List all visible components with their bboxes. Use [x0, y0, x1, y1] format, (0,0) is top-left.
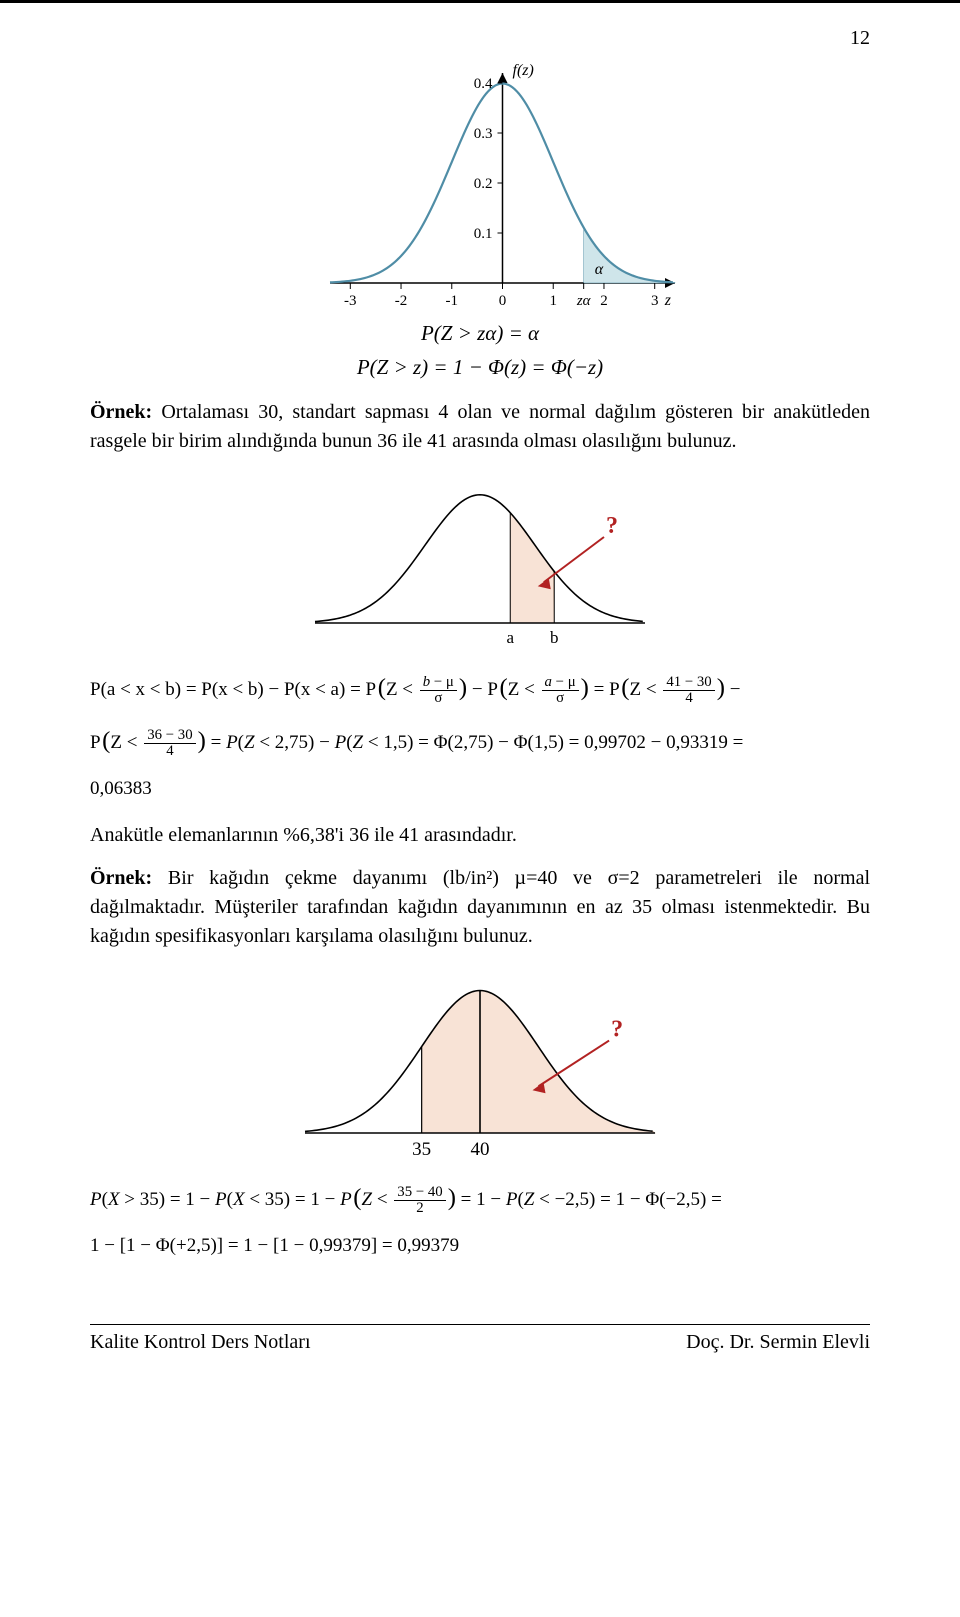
normal-pdf-chart: -3-2-10123zα0.10.20.30.4f(z)zα — [265, 53, 695, 323]
svg-text:f(z): f(z) — [513, 62, 534, 79]
svg-text:0.2: 0.2 — [474, 176, 493, 192]
footer-left: Kalite Kontrol Ders Notları — [90, 1331, 311, 1354]
svg-text:a: a — [506, 628, 514, 647]
svg-text:0.1: 0.1 — [474, 226, 493, 242]
svg-text:zα: zα — [576, 293, 592, 309]
svg-text:3: 3 — [651, 293, 659, 309]
svg-text:1: 1 — [549, 293, 557, 309]
solution-1-conclusion: Anakütle elemanlarının %6,38'i 36 ile 41… — [90, 821, 870, 850]
page: 12 -3-2-10123zα0.10.20.30.4f(z)zα P(Z > … — [0, 0, 960, 1617]
svg-text:?: ? — [606, 513, 618, 539]
eq-line: P(Z > zα) = α — [421, 321, 539, 345]
svg-text:0.3: 0.3 — [474, 126, 493, 142]
svg-text:2: 2 — [600, 293, 608, 309]
svg-text:35: 35 — [412, 1139, 431, 1160]
svg-text:?: ? — [611, 1017, 623, 1043]
example-body: Bir kağıdın çekme dayanımı (lb/in²) µ=40… — [90, 867, 870, 947]
page-number: 12 — [850, 27, 870, 50]
svg-text:0: 0 — [499, 293, 507, 309]
footer-right: Doç. Dr. Sermin Elevli — [686, 1331, 870, 1354]
example-body: Ortalaması 30, standart sapması 4 olan v… — [90, 401, 870, 452]
figure-2: a b? — [90, 470, 870, 655]
solution-1-math: P (Z < 36 − 304) = P(Z < 2,75) − P(Z < 1… — [90, 718, 870, 765]
example-2-text: Örnek: Bir kağıdın çekme dayanımı (lb/in… — [90, 864, 870, 951]
solution-1-math: P(a < x < b) = P(x < b) − P(x < a) = P (… — [90, 665, 870, 712]
example-heading: Örnek: — [90, 867, 152, 889]
svg-text:b: b — [550, 628, 559, 647]
shaded-interval-chart: a b? — [290, 470, 670, 655]
svg-text:-2: -2 — [395, 293, 408, 309]
svg-text:0.4: 0.4 — [474, 76, 493, 92]
footer: Kalite Kontrol Ders Notları Doç. Dr. Ser… — [90, 1331, 870, 1354]
solution-1-math: 0,06383 — [90, 771, 870, 807]
eq-line: P(Z > z) = 1 − Φ(z) = Φ(−z) — [357, 355, 603, 379]
right-tail-chart: 35 40? — [280, 965, 680, 1165]
svg-text:z: z — [664, 292, 672, 309]
svg-text:40: 40 — [471, 1139, 490, 1160]
svg-text:-1: -1 — [446, 293, 459, 309]
figure-3: 35 40? — [90, 965, 870, 1165]
figure-1: -3-2-10123zα0.10.20.30.4f(z)zα — [90, 53, 870, 323]
svg-text:-3: -3 — [344, 293, 357, 309]
example-1-text: Örnek: Ortalaması 30, standart sapması 4… — [90, 398, 870, 456]
solution-2-math: 1 − [1 − Φ(+2,5)] = 1 − [1 − 0,99379] = … — [90, 1228, 870, 1264]
example-heading: Örnek: — [90, 401, 152, 423]
svg-text:α: α — [595, 261, 604, 278]
footer-rule — [90, 1324, 870, 1325]
solution-2-math: P(X > 35) = 1 − P(X < 35) = 1 − P (Z < 3… — [90, 1175, 870, 1222]
equation-under-fig1: P(Z > zα) = α P(Z > z) = 1 − Φ(z) = Φ(−z… — [90, 317, 870, 384]
